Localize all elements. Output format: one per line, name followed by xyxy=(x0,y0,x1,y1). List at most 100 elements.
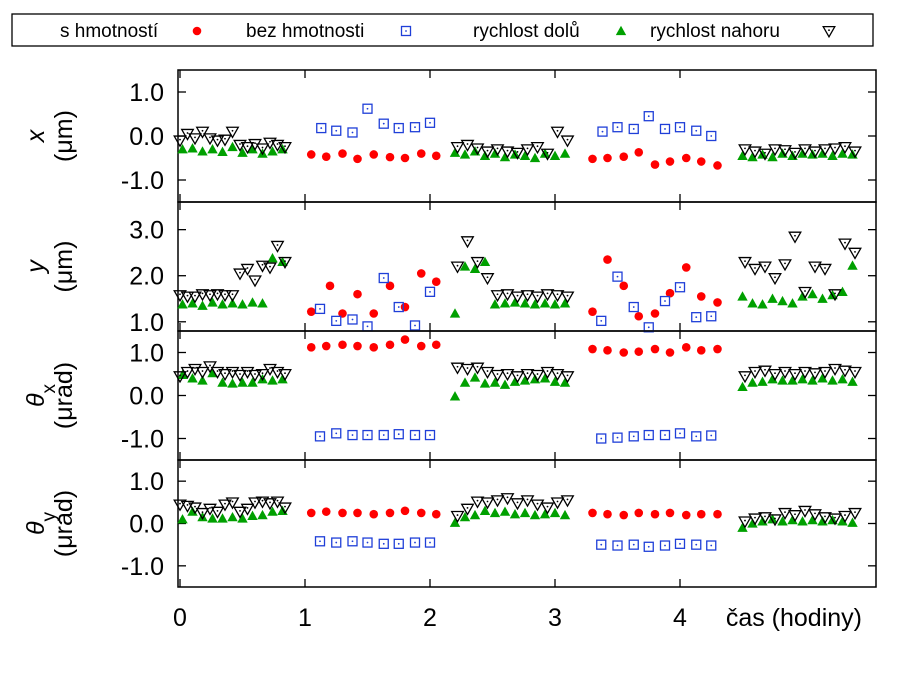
x-axis: 0 1 2 3 4 čas (hodiny) xyxy=(173,604,862,632)
data-point-rychlost-dolu xyxy=(247,510,258,521)
data-point-rychlost-nahoru xyxy=(278,368,292,382)
data-point-bez-hmotnosti xyxy=(691,125,702,136)
data-point-rychlost-nahoru xyxy=(218,368,232,382)
data-point-rychlost-dolu xyxy=(489,507,501,518)
data-point-rychlost-dolu xyxy=(767,293,778,303)
data-point-rychlost-nahoru xyxy=(218,134,232,147)
data-point-bez-hmotnosti xyxy=(659,123,671,135)
data-point-bez-hmotnosti xyxy=(409,122,421,133)
data-point-rychlost-nahoru xyxy=(808,261,822,274)
data-point-bez-hmotnosti xyxy=(393,122,404,134)
data-point-bez-hmotnosti xyxy=(597,126,608,137)
data-point-rychlost-nahoru xyxy=(550,290,565,303)
data-point-rychlost-nahoru xyxy=(838,238,852,251)
data-point-rychlost-dolu xyxy=(459,261,471,271)
data-point-rychlost-dolu xyxy=(777,295,788,306)
data-point-rychlost-nahoru xyxy=(500,493,515,506)
data-point-rychlost-dolu xyxy=(509,376,521,386)
data-point-rychlost-dolu xyxy=(817,373,828,383)
data-point-rychlost-nahoru xyxy=(540,502,555,515)
data-point-s-hmotnosti xyxy=(634,508,644,518)
data-point-bez-hmotnosti xyxy=(659,295,671,307)
data-point-s-hmotnosti xyxy=(306,508,316,518)
points-theta_x xyxy=(173,335,862,444)
data-point-rychlost-nahoru xyxy=(520,144,535,157)
data-point-rychlost-dolu xyxy=(177,299,188,309)
data-point-s-hmotnosti xyxy=(681,153,691,163)
data-point-s-hmotnosti xyxy=(713,298,722,307)
data-point-rychlost-nahoru xyxy=(195,366,210,379)
y-axis-label-unit: (μrad) xyxy=(50,362,78,429)
data-point-rychlost-dolu xyxy=(509,508,521,519)
data-point-rychlost-nahoru xyxy=(225,290,240,303)
data-point-rychlost-dolu xyxy=(207,367,218,378)
data-point-s-hmotnosti xyxy=(385,152,395,162)
panel-frame-theta_x xyxy=(177,330,877,461)
data-point-rychlost-nahoru xyxy=(173,290,187,303)
data-point-rychlost-dolu xyxy=(479,256,491,267)
data-point-s-hmotnosti xyxy=(369,309,379,318)
data-point-s-hmotnosti xyxy=(665,508,675,518)
y-axis-label-y: y(μm) xyxy=(22,241,78,293)
data-point-rychlost-dolu xyxy=(277,256,288,267)
data-point-rychlost-nahoru xyxy=(188,291,202,304)
data-point-rychlost-nahoru xyxy=(838,510,852,523)
y-axis-label-variable: θ xyxy=(22,393,50,407)
data-point-bez-hmotnosti xyxy=(314,431,326,442)
data-point-bez-hmotnosti xyxy=(706,130,717,142)
data-point-s-hmotnosti xyxy=(681,510,691,520)
data-point-bez-hmotnosti xyxy=(612,540,623,551)
data-point-s-hmotnosti xyxy=(431,340,441,350)
data-point-rychlost-nahoru xyxy=(818,144,832,157)
data-point-rychlost-nahoru xyxy=(188,363,202,376)
data-point-rychlost-dolu xyxy=(197,146,208,156)
data-point-rychlost-nahoru xyxy=(788,510,802,523)
data-point-bez-hmotnosti xyxy=(378,538,389,549)
data-point-s-hmotnosti xyxy=(338,149,347,158)
data-point-rychlost-nahoru xyxy=(540,366,555,379)
data-point-rychlost-dolu xyxy=(529,509,541,520)
data-point-rychlost-nahoru xyxy=(778,259,792,272)
y-tick-label: 0.0 xyxy=(129,511,164,539)
data-point-rychlost-nahoru xyxy=(510,147,525,160)
data-point-rychlost-nahoru xyxy=(210,289,225,302)
data-point-rychlost-dolu xyxy=(747,151,758,162)
data-point-rychlost-dolu xyxy=(757,299,768,309)
data-point-rychlost-dolu xyxy=(469,509,481,520)
data-point-rychlost-dolu xyxy=(519,298,531,308)
data-point-s-hmotnosti xyxy=(665,157,675,166)
data-point-rychlost-nahoru xyxy=(233,369,247,382)
data-point-rychlost-nahoru xyxy=(530,369,545,382)
data-point-rychlost-dolu xyxy=(499,151,511,162)
data-point-rychlost-dolu xyxy=(237,299,248,309)
data-point-bez-hmotnosti xyxy=(612,271,623,282)
data-point-bez-hmotnosti xyxy=(706,311,717,322)
data-point-rychlost-dolu xyxy=(459,511,471,522)
data-point-bez-hmotnosti xyxy=(316,122,327,134)
data-point-rychlost-nahoru xyxy=(490,369,505,382)
data-point-bez-hmotnosti xyxy=(331,125,342,136)
data-point-rychlost-nahoru xyxy=(180,128,195,141)
data-point-s-hmotnosti xyxy=(588,307,597,316)
data-point-s-hmotnosti xyxy=(306,343,316,352)
data-point-bez-hmotnosti xyxy=(347,536,358,547)
data-point-rychlost-nahoru xyxy=(768,514,782,527)
data-point-rychlost-dolu xyxy=(519,375,531,385)
data-point-rychlost-dolu xyxy=(247,144,258,154)
data-point-rychlost-dolu xyxy=(227,298,238,308)
y-tick-label: 0.0 xyxy=(129,123,164,151)
data-point-bez-hmotnosti xyxy=(362,321,373,332)
data-point-rychlost-nahoru xyxy=(510,498,525,511)
data-point-rychlost-nahoru xyxy=(828,289,842,302)
data-point-rychlost-nahoru xyxy=(758,261,772,274)
data-point-s-hmotnosti xyxy=(650,344,660,354)
data-point-bez-hmotnosti xyxy=(691,312,702,323)
data-point-rychlost-dolu xyxy=(559,148,571,158)
data-point-rychlost-dolu xyxy=(519,507,531,518)
data-point-s-hmotnosti xyxy=(588,344,597,354)
data-point-rychlost-dolu xyxy=(767,514,778,524)
data-point-rychlost-dolu xyxy=(737,522,748,532)
data-point-rychlost-nahoru xyxy=(758,148,772,161)
data-point-bez-hmotnosti xyxy=(674,538,686,549)
data-point-rychlost-nahoru xyxy=(848,247,862,260)
